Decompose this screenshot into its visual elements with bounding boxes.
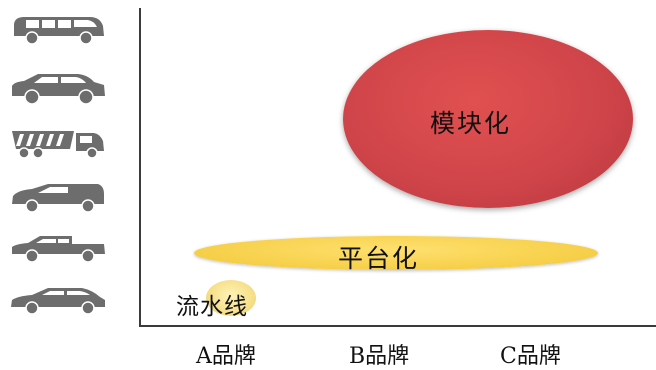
pipeline-ellipse [206,280,256,316]
pickup-icon [8,230,108,264]
dump-truck-icon [8,125,108,159]
pipeline-label: 流水线 [176,294,248,320]
suv-icon [8,70,108,105]
brand-a-label: A品牌 [196,344,256,369]
brand-b-label: B品牌 [349,344,410,369]
panel-van-icon [8,180,108,214]
hatchback-icon [8,282,108,316]
brand-c-label: C品牌 [500,344,561,369]
platform-ellipse [194,236,598,270]
minivan-icon [8,12,108,46]
x-axis-line [139,325,656,327]
y-axis-line [139,8,141,326]
modular-ellipse [343,30,633,208]
modular-label: 模块化 [430,109,512,138]
platform-label: 平台化 [338,244,420,273]
